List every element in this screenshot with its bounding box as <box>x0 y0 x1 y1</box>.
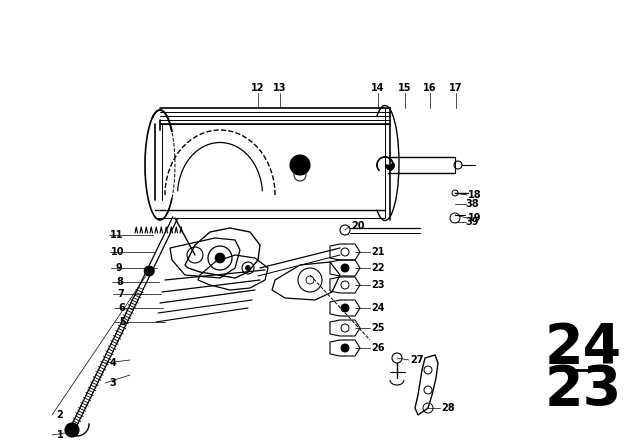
Circle shape <box>341 304 349 312</box>
Circle shape <box>390 164 395 168</box>
Text: 19: 19 <box>468 213 482 223</box>
Text: 13: 13 <box>273 83 287 93</box>
Text: 17: 17 <box>449 83 463 93</box>
Circle shape <box>65 423 79 437</box>
Text: 24: 24 <box>371 303 385 313</box>
Text: 25: 25 <box>371 323 385 333</box>
Text: 3: 3 <box>109 378 116 388</box>
Circle shape <box>387 166 390 170</box>
Text: 38: 38 <box>465 199 479 209</box>
Circle shape <box>144 266 154 276</box>
Circle shape <box>385 164 389 168</box>
Circle shape <box>341 344 349 352</box>
Text: 20: 20 <box>351 221 365 231</box>
Text: 22: 22 <box>371 263 385 273</box>
Text: 9: 9 <box>116 263 122 273</box>
Text: 1: 1 <box>56 430 63 440</box>
Text: 7: 7 <box>118 289 124 299</box>
Text: 10: 10 <box>111 247 125 257</box>
Text: 24: 24 <box>545 321 621 375</box>
Text: 14: 14 <box>371 83 385 93</box>
Text: 39: 39 <box>465 217 479 227</box>
Text: 5: 5 <box>120 317 126 327</box>
Circle shape <box>390 166 394 170</box>
Circle shape <box>341 264 349 272</box>
Circle shape <box>388 166 392 170</box>
Text: 8: 8 <box>116 277 124 287</box>
Circle shape <box>246 266 250 271</box>
Circle shape <box>391 163 395 167</box>
Text: 16: 16 <box>423 83 436 93</box>
Text: 11: 11 <box>110 230 124 240</box>
Text: 23: 23 <box>545 363 621 417</box>
Text: 21: 21 <box>371 247 385 257</box>
Circle shape <box>290 155 310 175</box>
Text: 26: 26 <box>371 343 385 353</box>
Text: 27: 27 <box>410 355 424 365</box>
Text: 28: 28 <box>441 403 455 413</box>
Text: 2: 2 <box>56 410 63 420</box>
Text: 15: 15 <box>398 83 412 93</box>
Text: 12: 12 <box>252 83 265 93</box>
Text: 6: 6 <box>118 303 125 313</box>
Circle shape <box>215 253 225 263</box>
Text: 23: 23 <box>371 280 385 290</box>
Text: 4: 4 <box>109 358 116 368</box>
Text: 18: 18 <box>468 190 482 200</box>
